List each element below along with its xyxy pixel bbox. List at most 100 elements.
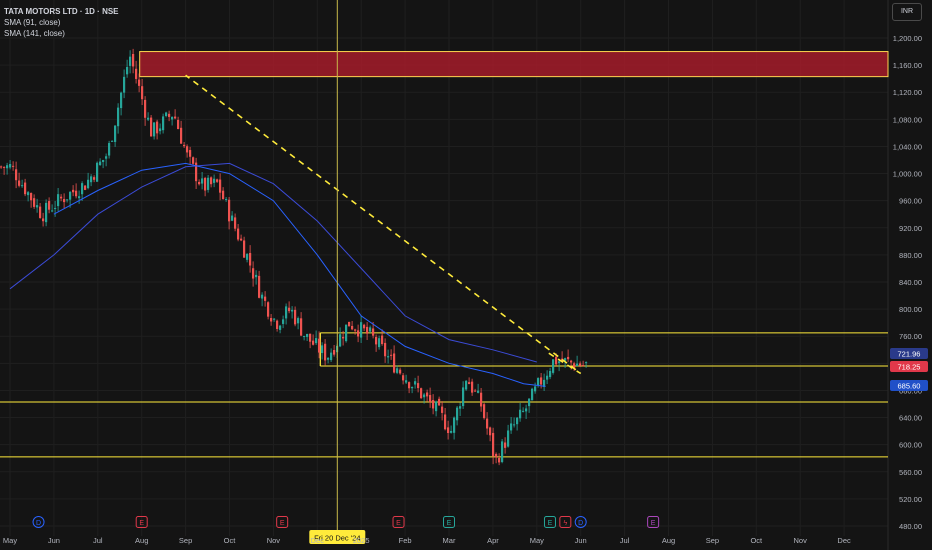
y-tick-label: 920.00: [899, 224, 922, 233]
candle-body: [225, 198, 228, 200]
earnings-marker: [559, 516, 572, 528]
candle-body: [372, 328, 375, 336]
candle-body: [27, 192, 30, 196]
candle-body: [396, 368, 399, 373]
symbol-title[interactable]: TATA MOTORS LTD · 1D · NSE: [4, 7, 119, 16]
event-letter: E: [548, 520, 553, 527]
indicator-sma-91[interactable]: SMA (91, close): [4, 18, 61, 27]
candles: [0, 48, 588, 466]
candle-body: [156, 121, 159, 134]
candle-body: [504, 442, 507, 448]
x-tick-label: Sep: [706, 536, 719, 545]
y-tick-label: 1,120.00: [893, 88, 922, 97]
candle-body: [492, 432, 495, 457]
currency-button[interactable]: INR: [892, 3, 922, 21]
x-tick-label: Jul: [93, 536, 103, 545]
candle-body: [147, 117, 150, 120]
y-axis: 480.00520.00560.00600.00640.00680.00720.…: [890, 34, 928, 531]
y-tick-label: 960.00: [899, 197, 922, 206]
candle-body: [543, 379, 546, 388]
candle-body: [567, 356, 570, 360]
candle-body: [207, 177, 210, 190]
candle-body: [252, 268, 255, 279]
y-tick-label: 1,080.00: [893, 115, 922, 124]
candle-body: [333, 350, 336, 355]
candle-body: [489, 427, 492, 436]
price-badge: [890, 380, 928, 391]
candle-body: [183, 144, 186, 147]
candle-body: [441, 406, 444, 413]
candle-body: [0, 166, 3, 168]
candle-body: [513, 424, 516, 426]
candle-body: [324, 343, 327, 361]
candle-body: [348, 321, 351, 327]
candle-body: [519, 409, 522, 419]
candle-body: [564, 358, 567, 361]
candle-body: [21, 185, 24, 187]
candle-body: [357, 330, 360, 337]
candle-body: [453, 417, 456, 433]
candle-body: [198, 181, 201, 185]
candle-body: [498, 458, 501, 463]
candle-body: [78, 196, 81, 199]
candle-body: [210, 177, 213, 185]
candle-body: [444, 414, 447, 430]
candle-body: [105, 156, 108, 159]
candle-body: [51, 210, 54, 212]
candle-body: [30, 193, 33, 201]
x-tick-label: Aug: [662, 536, 675, 545]
candle-body: [306, 333, 309, 337]
candle-body: [153, 122, 156, 137]
candle-body: [573, 363, 576, 369]
candle-body: [369, 327, 372, 332]
x-tick-label: Aug: [135, 536, 148, 545]
candle-body: [522, 410, 525, 412]
candle-body: [249, 252, 252, 266]
candle-body: [459, 406, 462, 409]
candle-body: [246, 253, 249, 260]
candle-body: [510, 423, 513, 431]
candle-body: [525, 408, 528, 412]
candle-body: [585, 362, 588, 364]
candle-body: [162, 116, 165, 131]
x-tick-label: Feb: [399, 536, 412, 545]
candle-body: [150, 117, 153, 137]
candle-body: [129, 56, 132, 66]
candle-body: [432, 400, 435, 409]
candle-body: [102, 159, 105, 163]
candle-body: [465, 380, 468, 390]
candle-body: [393, 353, 396, 373]
y-tick-label: 840.00: [899, 278, 922, 287]
candle-body: [159, 128, 162, 132]
event-letter: E: [139, 520, 144, 527]
candle-body: [177, 119, 180, 130]
candle-body: [141, 86, 144, 100]
chart-legend: TATA MOTORS LTD · 1D · NSE SMA (91, clos…: [4, 6, 119, 39]
candle-body: [222, 190, 225, 200]
x-tick-label: Jul: [620, 536, 630, 545]
candle-body: [420, 388, 423, 399]
event-letter: E: [651, 520, 656, 527]
indicator-sma-141[interactable]: SMA (141, close): [4, 29, 65, 38]
candle-body: [528, 398, 531, 407]
candle-body: [117, 107, 120, 127]
candle-body: [18, 180, 21, 186]
candle-body: [363, 324, 366, 329]
event-letter: E: [447, 520, 452, 527]
candle-body: [540, 377, 543, 385]
earnings-marker: [392, 516, 405, 528]
candle-body: [174, 116, 177, 119]
candle-body: [471, 381, 474, 393]
candle-body: [345, 324, 348, 342]
candle-body: [291, 309, 294, 312]
candle-body: [231, 215, 234, 221]
candle-body: [93, 177, 96, 180]
sma-91-line: [53, 162, 546, 387]
candle-body: [36, 205, 39, 208]
candle-body: [57, 194, 60, 207]
candle-body: [495, 453, 498, 458]
earnings-marker: [276, 516, 289, 528]
candle-body: [417, 383, 420, 389]
